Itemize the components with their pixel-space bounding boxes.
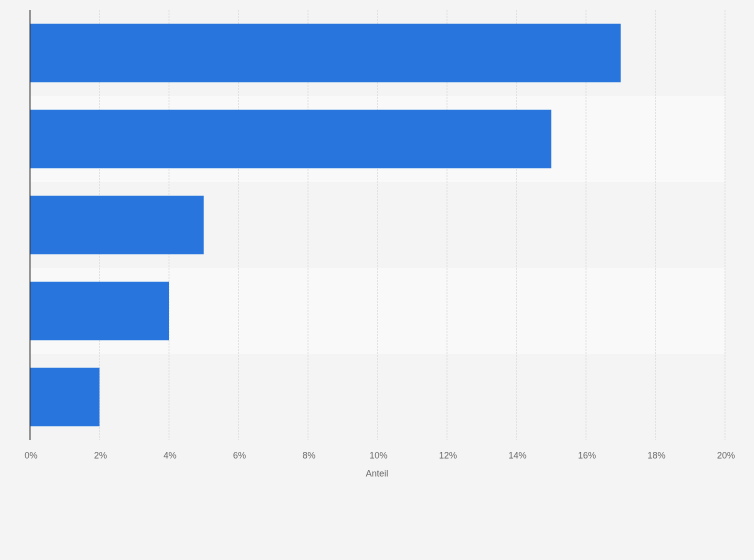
bar (30, 109, 552, 169)
x-tick-label: 6% (233, 450, 246, 460)
x-tick-label: 8% (302, 450, 315, 460)
x-tick-label: 12% (439, 450, 457, 460)
x-tick-label: 18% (647, 450, 665, 460)
x-tick-label: 2% (94, 450, 107, 460)
bar (30, 23, 621, 83)
x-tick-label: 10% (369, 450, 387, 460)
x-tick-label: 14% (508, 450, 526, 460)
bar (30, 367, 100, 427)
bar (30, 195, 204, 255)
x-tick-label: 0% (24, 450, 37, 460)
x-tick-label: 16% (578, 450, 596, 460)
x-axis-label: Anteil (366, 468, 389, 478)
x-tick-label: 20% (717, 450, 735, 460)
bar (30, 281, 169, 341)
x-tick-label: 4% (163, 450, 176, 460)
